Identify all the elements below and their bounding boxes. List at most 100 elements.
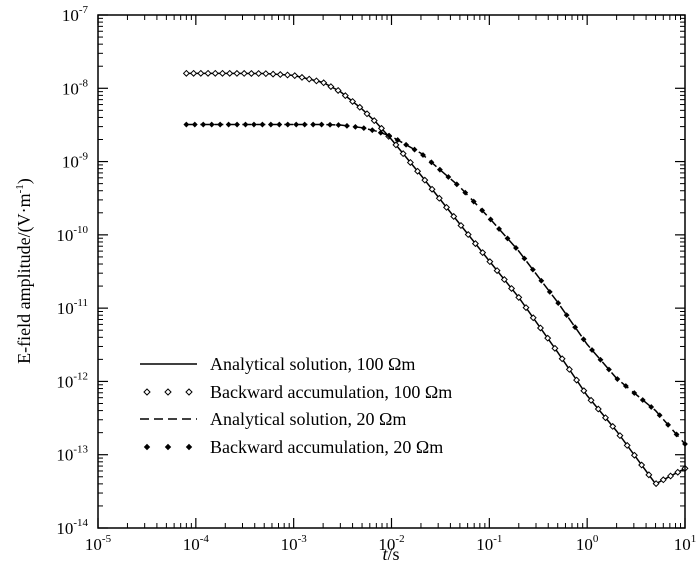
data-point <box>674 468 682 476</box>
data-point <box>565 365 573 373</box>
data-point <box>496 226 502 232</box>
data-point <box>656 412 663 419</box>
data-point <box>259 121 266 128</box>
y-tick-label: 10-9 <box>62 151 89 172</box>
data-point <box>522 304 530 312</box>
legend-swatch <box>143 388 151 396</box>
x-tick-label: 10-2 <box>378 533 404 554</box>
data-point <box>529 266 536 273</box>
y-tick-labels: 10-14 10-13 10-12 10-11 10-10 10-9 10-8 10-7 <box>56 4 88 538</box>
data-point <box>218 69 226 77</box>
data-point <box>341 92 349 100</box>
data-point <box>515 293 523 301</box>
data-point <box>428 185 436 193</box>
series-markers-open <box>182 69 689 488</box>
data-point <box>182 69 190 77</box>
x-tick-labels: 10-5 10-4 10-3 10-2 10-1 100 101 <box>85 533 696 554</box>
data-point <box>200 121 207 128</box>
data-point <box>609 422 617 430</box>
data-point <box>645 471 653 479</box>
data-point <box>639 397 646 403</box>
data-point <box>301 121 308 128</box>
data-point <box>558 355 566 363</box>
data-point <box>453 181 460 188</box>
data-point <box>310 121 317 128</box>
legend-swatch <box>143 443 151 451</box>
data-point <box>217 121 224 128</box>
data-point <box>360 125 367 132</box>
y-axis-label: E-field amplitude/(V·m-1) <box>14 178 35 364</box>
data-point <box>500 276 508 284</box>
data-point <box>638 461 646 469</box>
data-point <box>335 122 342 128</box>
data-point <box>673 431 680 438</box>
y-tick-label: 10-11 <box>57 297 88 318</box>
data-point <box>234 121 240 128</box>
y-tick-label: 10-14 <box>56 517 88 538</box>
axis-ticks <box>97 14 686 529</box>
data-point <box>191 121 198 128</box>
data-point <box>211 69 219 77</box>
data-point <box>320 79 328 87</box>
data-point <box>471 240 479 248</box>
y-tick-label: 10-13 <box>56 444 88 465</box>
data-point <box>291 72 299 80</box>
data-point <box>428 159 435 166</box>
x-tick-label: 10-1 <box>476 533 502 554</box>
data-point <box>377 129 384 136</box>
data-point <box>242 121 249 128</box>
x-axis-label: t/s <box>382 544 399 564</box>
data-point <box>411 146 418 153</box>
data-point <box>190 69 198 77</box>
data-point <box>327 83 335 91</box>
data-point <box>284 71 292 79</box>
data-point <box>631 390 638 396</box>
data-point <box>487 216 494 223</box>
y-tick-label: 10-10 <box>56 224 88 245</box>
x-tick-label: 101 <box>674 533 697 554</box>
data-point <box>630 451 638 459</box>
data-point <box>262 70 270 78</box>
data-point <box>240 69 248 77</box>
y-tick-label: 10-8 <box>62 77 89 98</box>
data-point <box>594 405 602 413</box>
data-point <box>462 189 469 196</box>
data-point <box>284 121 291 128</box>
legend-label: Backward accumulation, 20 Ωm <box>210 437 443 457</box>
data-point <box>538 277 545 284</box>
data-point <box>521 255 528 262</box>
plot-curves <box>182 69 689 488</box>
data-point <box>420 152 426 158</box>
data-point <box>363 110 371 118</box>
data-point <box>580 387 588 395</box>
data-point <box>208 121 215 128</box>
data-point <box>298 73 306 81</box>
x-tick-label: 100 <box>576 533 599 554</box>
y-tick-label: 10-12 <box>56 370 88 391</box>
data-point <box>435 194 443 202</box>
data-point <box>573 376 581 384</box>
data-point <box>493 267 501 275</box>
data-point <box>667 472 675 480</box>
data-point <box>450 212 458 220</box>
data-point <box>183 121 190 128</box>
data-point <box>392 141 400 149</box>
series-markers-filled <box>183 121 688 447</box>
data-point <box>563 312 570 319</box>
data-point <box>464 231 472 239</box>
legend-swatch <box>185 388 193 396</box>
data-point <box>544 334 552 342</box>
data-point <box>247 69 255 77</box>
data-point <box>648 404 655 410</box>
data-point <box>204 69 212 77</box>
data-point <box>622 383 629 389</box>
x-tick-label: 10-4 <box>183 533 210 554</box>
legend-swatch <box>164 388 172 396</box>
data-point <box>597 356 604 363</box>
data-point <box>572 324 579 331</box>
data-point <box>403 141 410 148</box>
data-point <box>551 344 559 352</box>
data-point <box>226 69 234 77</box>
data-point <box>479 249 487 257</box>
